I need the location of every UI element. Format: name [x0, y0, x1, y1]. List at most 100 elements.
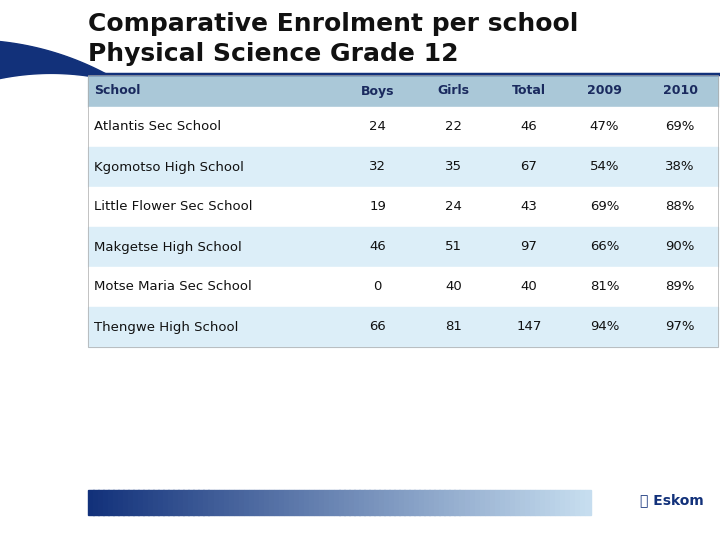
Text: 47%: 47%: [590, 120, 619, 133]
Text: 147: 147: [516, 321, 541, 334]
Bar: [88, 147, 718, 187]
Bar: [525, 490, 530, 515]
Text: ⓔ Eskom: ⓔ Eskom: [640, 493, 703, 507]
Bar: [395, 490, 400, 515]
Bar: [209, 490, 214, 515]
Bar: [168, 490, 174, 515]
Bar: [570, 490, 575, 515]
Text: 19: 19: [369, 200, 386, 213]
Text: 46: 46: [369, 240, 386, 253]
Bar: [279, 490, 284, 515]
Text: Makgetse High School: Makgetse High School: [94, 240, 242, 253]
Bar: [309, 490, 315, 515]
Text: 66: 66: [369, 321, 386, 334]
Bar: [414, 490, 420, 515]
Bar: [474, 490, 480, 515]
Bar: [354, 490, 359, 515]
Bar: [429, 490, 435, 515]
Bar: [510, 490, 516, 515]
Bar: [500, 490, 505, 515]
Text: 81: 81: [445, 321, 462, 334]
Text: School: School: [94, 84, 140, 98]
Bar: [454, 490, 460, 515]
Bar: [314, 490, 320, 515]
Bar: [404, 490, 410, 515]
Bar: [179, 490, 184, 515]
Bar: [88, 227, 718, 267]
Bar: [329, 490, 335, 515]
Polygon shape: [0, 75, 307, 540]
Bar: [409, 490, 415, 515]
Bar: [304, 490, 310, 515]
Bar: [184, 490, 189, 515]
Text: 69%: 69%: [665, 120, 695, 133]
Text: 40: 40: [521, 280, 537, 294]
Bar: [560, 490, 565, 515]
Text: 32: 32: [369, 160, 387, 173]
Bar: [545, 490, 550, 515]
Text: Little Flower Sec School: Little Flower Sec School: [94, 200, 253, 213]
Text: 2009: 2009: [588, 84, 622, 98]
Bar: [439, 490, 445, 515]
Bar: [88, 75, 718, 347]
Text: 90%: 90%: [665, 240, 695, 253]
Text: Girls: Girls: [438, 84, 469, 98]
Bar: [123, 490, 129, 515]
Bar: [233, 490, 239, 515]
Text: Total: Total: [512, 84, 546, 98]
Text: Physical Science Grade 12: Physical Science Grade 12: [88, 42, 459, 66]
Text: 22: 22: [445, 120, 462, 133]
Bar: [88, 187, 718, 227]
Text: Boys: Boys: [361, 84, 395, 98]
Bar: [540, 490, 545, 515]
Text: 97: 97: [521, 240, 537, 253]
Bar: [88, 75, 718, 107]
Bar: [174, 490, 179, 515]
Bar: [550, 490, 555, 515]
Text: 67: 67: [521, 160, 537, 173]
Bar: [319, 490, 325, 515]
Bar: [374, 490, 379, 515]
Bar: [299, 490, 305, 515]
Text: 38%: 38%: [665, 160, 695, 173]
Bar: [289, 490, 294, 515]
Bar: [204, 490, 209, 515]
Bar: [98, 490, 104, 515]
Bar: [113, 490, 119, 515]
Bar: [565, 490, 570, 515]
Bar: [349, 490, 354, 515]
Bar: [88, 490, 94, 515]
Bar: [93, 490, 99, 515]
Bar: [219, 490, 224, 515]
Bar: [103, 490, 109, 515]
Bar: [444, 490, 450, 515]
Bar: [148, 490, 154, 515]
Text: 2010: 2010: [662, 84, 698, 98]
Bar: [128, 490, 134, 515]
Bar: [369, 490, 374, 515]
Bar: [384, 490, 390, 515]
Bar: [485, 490, 490, 515]
Text: Kgomotso High School: Kgomotso High School: [94, 160, 244, 173]
Text: 88%: 88%: [665, 200, 695, 213]
Bar: [88, 267, 718, 307]
Bar: [194, 490, 199, 515]
Bar: [243, 490, 249, 515]
Text: 24: 24: [369, 120, 386, 133]
Bar: [118, 490, 124, 515]
Bar: [364, 490, 369, 515]
Bar: [580, 490, 585, 515]
Bar: [88, 307, 718, 347]
Bar: [133, 490, 139, 515]
Bar: [459, 490, 465, 515]
Bar: [390, 490, 395, 515]
Bar: [469, 490, 475, 515]
Bar: [294, 490, 300, 515]
Bar: [258, 490, 264, 515]
Bar: [248, 490, 254, 515]
Bar: [334, 490, 340, 515]
Text: Motse Maria Sec School: Motse Maria Sec School: [94, 280, 252, 294]
Bar: [189, 490, 194, 515]
Bar: [495, 490, 500, 515]
Bar: [228, 490, 234, 515]
